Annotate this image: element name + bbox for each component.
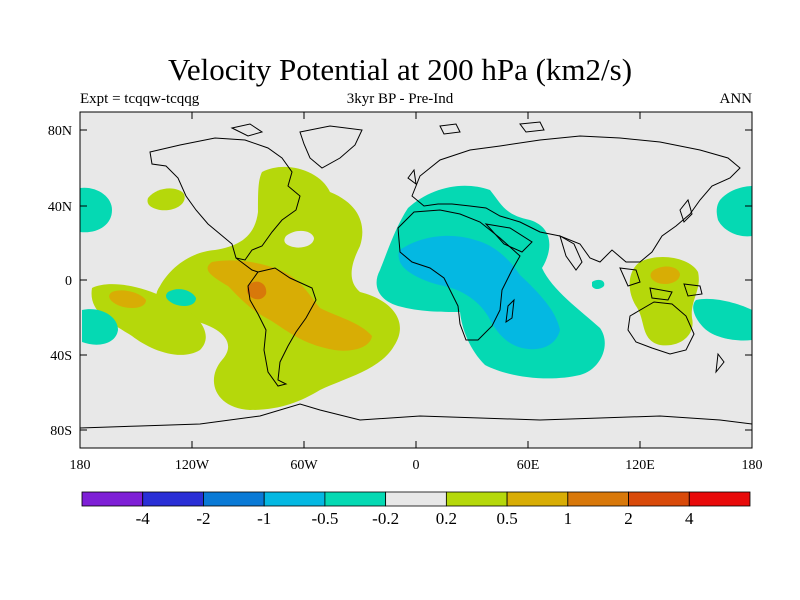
colorbar-label: -0.2 [372,509,399,528]
experiment-label: Expt = tcqqw-tcqqg [80,91,200,107]
contour-positive-north-pacific [147,188,185,211]
colorbar-swatch [567,491,629,507]
colorbar-swatch [445,491,508,507]
axis-ticks: 180 120W 60W 0 60E 120E 180 80N 40N 0 40S 80S [48,112,763,473]
x-tick-label: 120W [175,458,210,473]
colorbar-swatch [81,491,144,507]
x-tick-label: 180 [70,458,91,473]
colorbar: -4 -2 -1 -0.5 -0.2 0.2 0.5 1 2 4 [81,491,751,528]
y-tick-label: 40S [50,349,72,364]
colorbar-label: 2 [624,509,633,528]
contour-negative-west-pacific [592,279,605,289]
y-tick-label: 40N [48,200,72,215]
y-tick-label: 80S [50,424,72,439]
contour-negative-tropical-pacific [166,289,196,306]
contour-positive-05-south-america [207,260,372,351]
colorbar-swatch [688,491,751,507]
period-label: 3kyr BP - Pre-Ind [346,91,454,107]
colorbar-label: 4 [685,509,694,528]
season-label: ANN [719,91,753,107]
contour-negative-east-pacific [80,187,112,233]
contour-positive-maritime [629,257,699,346]
colorbar-label: 0.2 [436,509,457,528]
contour-positive-1-amazon [246,281,267,300]
colorbar-label: 1 [564,509,573,528]
contour-fills [80,121,752,429]
contour-negative-05 [398,235,560,350]
colorbar-swatch [203,491,265,507]
colorbar-swatch [628,491,690,507]
contour-negative-south-pacific [693,298,752,341]
colorbar-swatch [506,491,569,507]
colorbar-label: -1 [257,509,271,528]
y-tick-label: 80N [48,124,72,139]
colorbar-label: -4 [136,509,151,528]
x-tick-label: 0 [413,458,420,473]
y-tick-label: 0 [65,274,72,289]
contour-positive-05-pacific [109,290,146,308]
coastlines [80,121,752,429]
colorbar-label: 0.5 [496,509,517,528]
colorbar-swatch [324,491,387,507]
contour-negative-nw-pacific [716,186,752,237]
contour-negative-sw-pacific [82,309,118,345]
contour-neutral-atlantic-hole [284,230,314,248]
colorbar-label: -0.5 [311,509,338,528]
contour-positive-05-indonesia [650,266,680,284]
colorbar-swatch [263,491,326,507]
colorbar-swatch [142,491,204,507]
x-tick-label: 180 [742,458,763,473]
colorbar-label: -2 [196,509,210,528]
map-title: Velocity Potential at 200 hPa (km2/s) [167,52,633,87]
x-tick-label: 60W [290,458,318,473]
colorbar-swatch [385,491,447,507]
x-tick-label: 120E [625,458,655,473]
x-tick-label: 60E [517,458,540,473]
